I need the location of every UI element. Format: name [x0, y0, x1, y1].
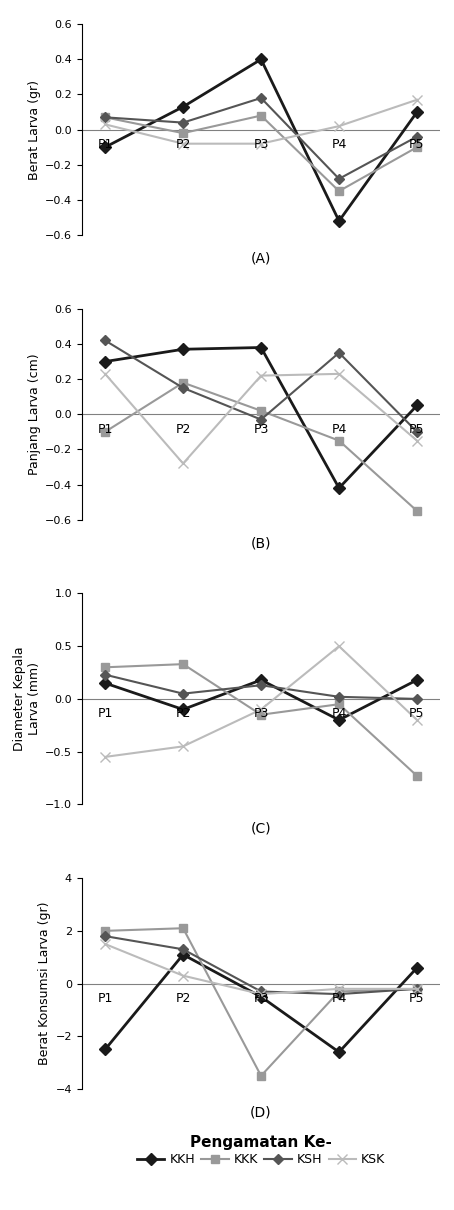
Y-axis label: Berat Konsumsi Larva (gr): Berat Konsumsi Larva (gr)	[38, 901, 51, 1065]
Text: P1: P1	[98, 422, 113, 436]
Text: P1: P1	[98, 138, 113, 151]
Text: P4: P4	[331, 708, 347, 720]
Text: (A): (A)	[251, 252, 271, 266]
Text: (D): (D)	[250, 1106, 272, 1120]
Y-axis label: Diameter Kepala
Larva (mm): Diameter Kepala Larva (mm)	[13, 646, 41, 751]
Text: P3: P3	[253, 708, 269, 720]
Text: P5: P5	[409, 422, 425, 436]
Text: P1: P1	[98, 992, 113, 1006]
Text: P2: P2	[175, 992, 191, 1006]
Text: P3: P3	[253, 992, 269, 1006]
Y-axis label: Berat Larva (gr): Berat Larva (gr)	[28, 80, 41, 179]
Text: P2: P2	[175, 138, 191, 151]
Text: P3: P3	[253, 422, 269, 436]
Y-axis label: Panjang Larva (cm): Panjang Larva (cm)	[28, 353, 41, 476]
Text: P4: P4	[331, 138, 347, 151]
Text: (B): (B)	[251, 536, 271, 551]
Text: P5: P5	[409, 138, 425, 151]
Text: P3: P3	[253, 138, 269, 151]
Text: Pengamatan Ke-: Pengamatan Ke-	[190, 1135, 332, 1151]
Text: P2: P2	[175, 708, 191, 720]
Text: P1: P1	[98, 708, 113, 720]
Text: (C): (C)	[251, 822, 271, 835]
Text: P5: P5	[409, 992, 425, 1006]
Text: P4: P4	[331, 422, 347, 436]
Text: P5: P5	[409, 708, 425, 720]
Legend: KKH, KKK, KSH, KSK: KKH, KKK, KSH, KSK	[132, 1148, 390, 1171]
Text: P2: P2	[175, 422, 191, 436]
Text: P4: P4	[331, 992, 347, 1006]
